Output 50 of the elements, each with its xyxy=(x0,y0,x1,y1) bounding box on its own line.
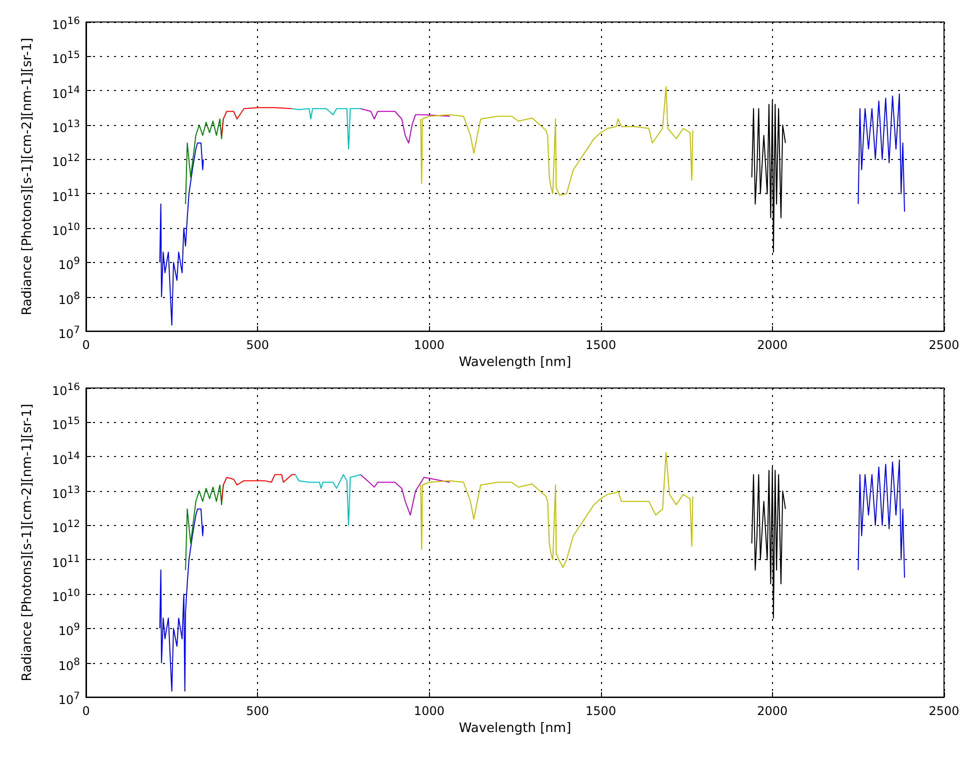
y-tick-label: 10$^{16}$ xyxy=(52,15,80,33)
line-series xyxy=(185,484,224,571)
line-series xyxy=(291,108,362,150)
y-tick-label: 10$^{13}$ xyxy=(52,118,80,136)
x-tick-label: 2000 xyxy=(757,338,788,352)
line-series xyxy=(221,107,292,136)
y-tick-label: 10$^{8}$ xyxy=(58,290,80,308)
y-tick-label: 10$^{13}$ xyxy=(52,484,80,502)
x-axis-title: Wavelength [nm] xyxy=(458,721,572,736)
x-tick-label: 1000 xyxy=(414,704,444,718)
line-series xyxy=(420,452,694,568)
y-tick-label: 10$^{11}$ xyxy=(52,186,80,205)
y-tick-label: 10$^{12}$ xyxy=(52,152,80,170)
x-tick-label: 500 xyxy=(246,704,270,718)
line-series xyxy=(360,474,450,516)
y-tick-label: 10$^{15}$ xyxy=(52,49,80,68)
x-tick-label: 1500 xyxy=(586,704,616,718)
x-tick-label: 0 xyxy=(82,338,90,352)
line-series xyxy=(420,86,694,196)
x-tick-label: 0 xyxy=(82,704,90,718)
line-series xyxy=(221,474,296,502)
x-axis-title: Wavelength [nm] xyxy=(458,355,572,370)
y-tick-label: 10$^{14}$ xyxy=(52,450,80,468)
y-axis-title: Radiance [Photons][s-1][cm-2][nm-1][sr-1] xyxy=(20,404,35,682)
y-tick-label: 10$^{15}$ xyxy=(52,415,80,434)
x-tick-label: 500 xyxy=(246,338,270,352)
line-series xyxy=(159,508,204,692)
y-tick-label: 10$^{9}$ xyxy=(58,255,80,274)
y-tick-label: 10$^{12}$ xyxy=(52,518,80,536)
line-series xyxy=(858,460,906,578)
y-tick-label: 10$^{14}$ xyxy=(52,84,80,102)
y-tick-label: 10$^{11}$ xyxy=(52,552,80,571)
line-series xyxy=(294,474,362,526)
y-tick-label: 10$^{9}$ xyxy=(58,621,80,640)
line-series xyxy=(858,94,906,212)
y-tick-label: 10$^{7}$ xyxy=(58,690,80,708)
x-tick-label: 2500 xyxy=(928,704,960,718)
x-tick-label: 2500 xyxy=(928,338,960,352)
x-tick-label: 1000 xyxy=(414,338,444,352)
y-tick-label: 10$^{10}$ xyxy=(52,587,80,606)
y-tick-label: 10$^{8}$ xyxy=(58,656,80,674)
x-tick-label: 2000 xyxy=(757,704,788,718)
y-tick-label: 10$^{16}$ xyxy=(52,381,80,399)
line-series xyxy=(159,142,204,326)
line-series xyxy=(360,108,450,144)
x-tick-label: 1500 xyxy=(586,338,616,352)
y-tick-label: 10$^{7}$ xyxy=(58,324,80,342)
y-axis-title: Radiance [Photons][s-1][cm-2][nm-1][sr-1] xyxy=(20,38,35,316)
y-tick-label: 10$^{10}$ xyxy=(52,221,80,240)
line-series xyxy=(185,118,224,205)
